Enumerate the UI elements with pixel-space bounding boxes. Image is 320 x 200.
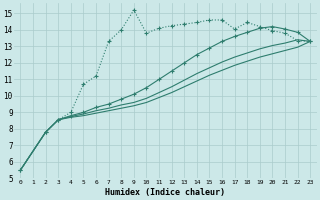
- X-axis label: Humidex (Indice chaleur): Humidex (Indice chaleur): [105, 188, 225, 197]
